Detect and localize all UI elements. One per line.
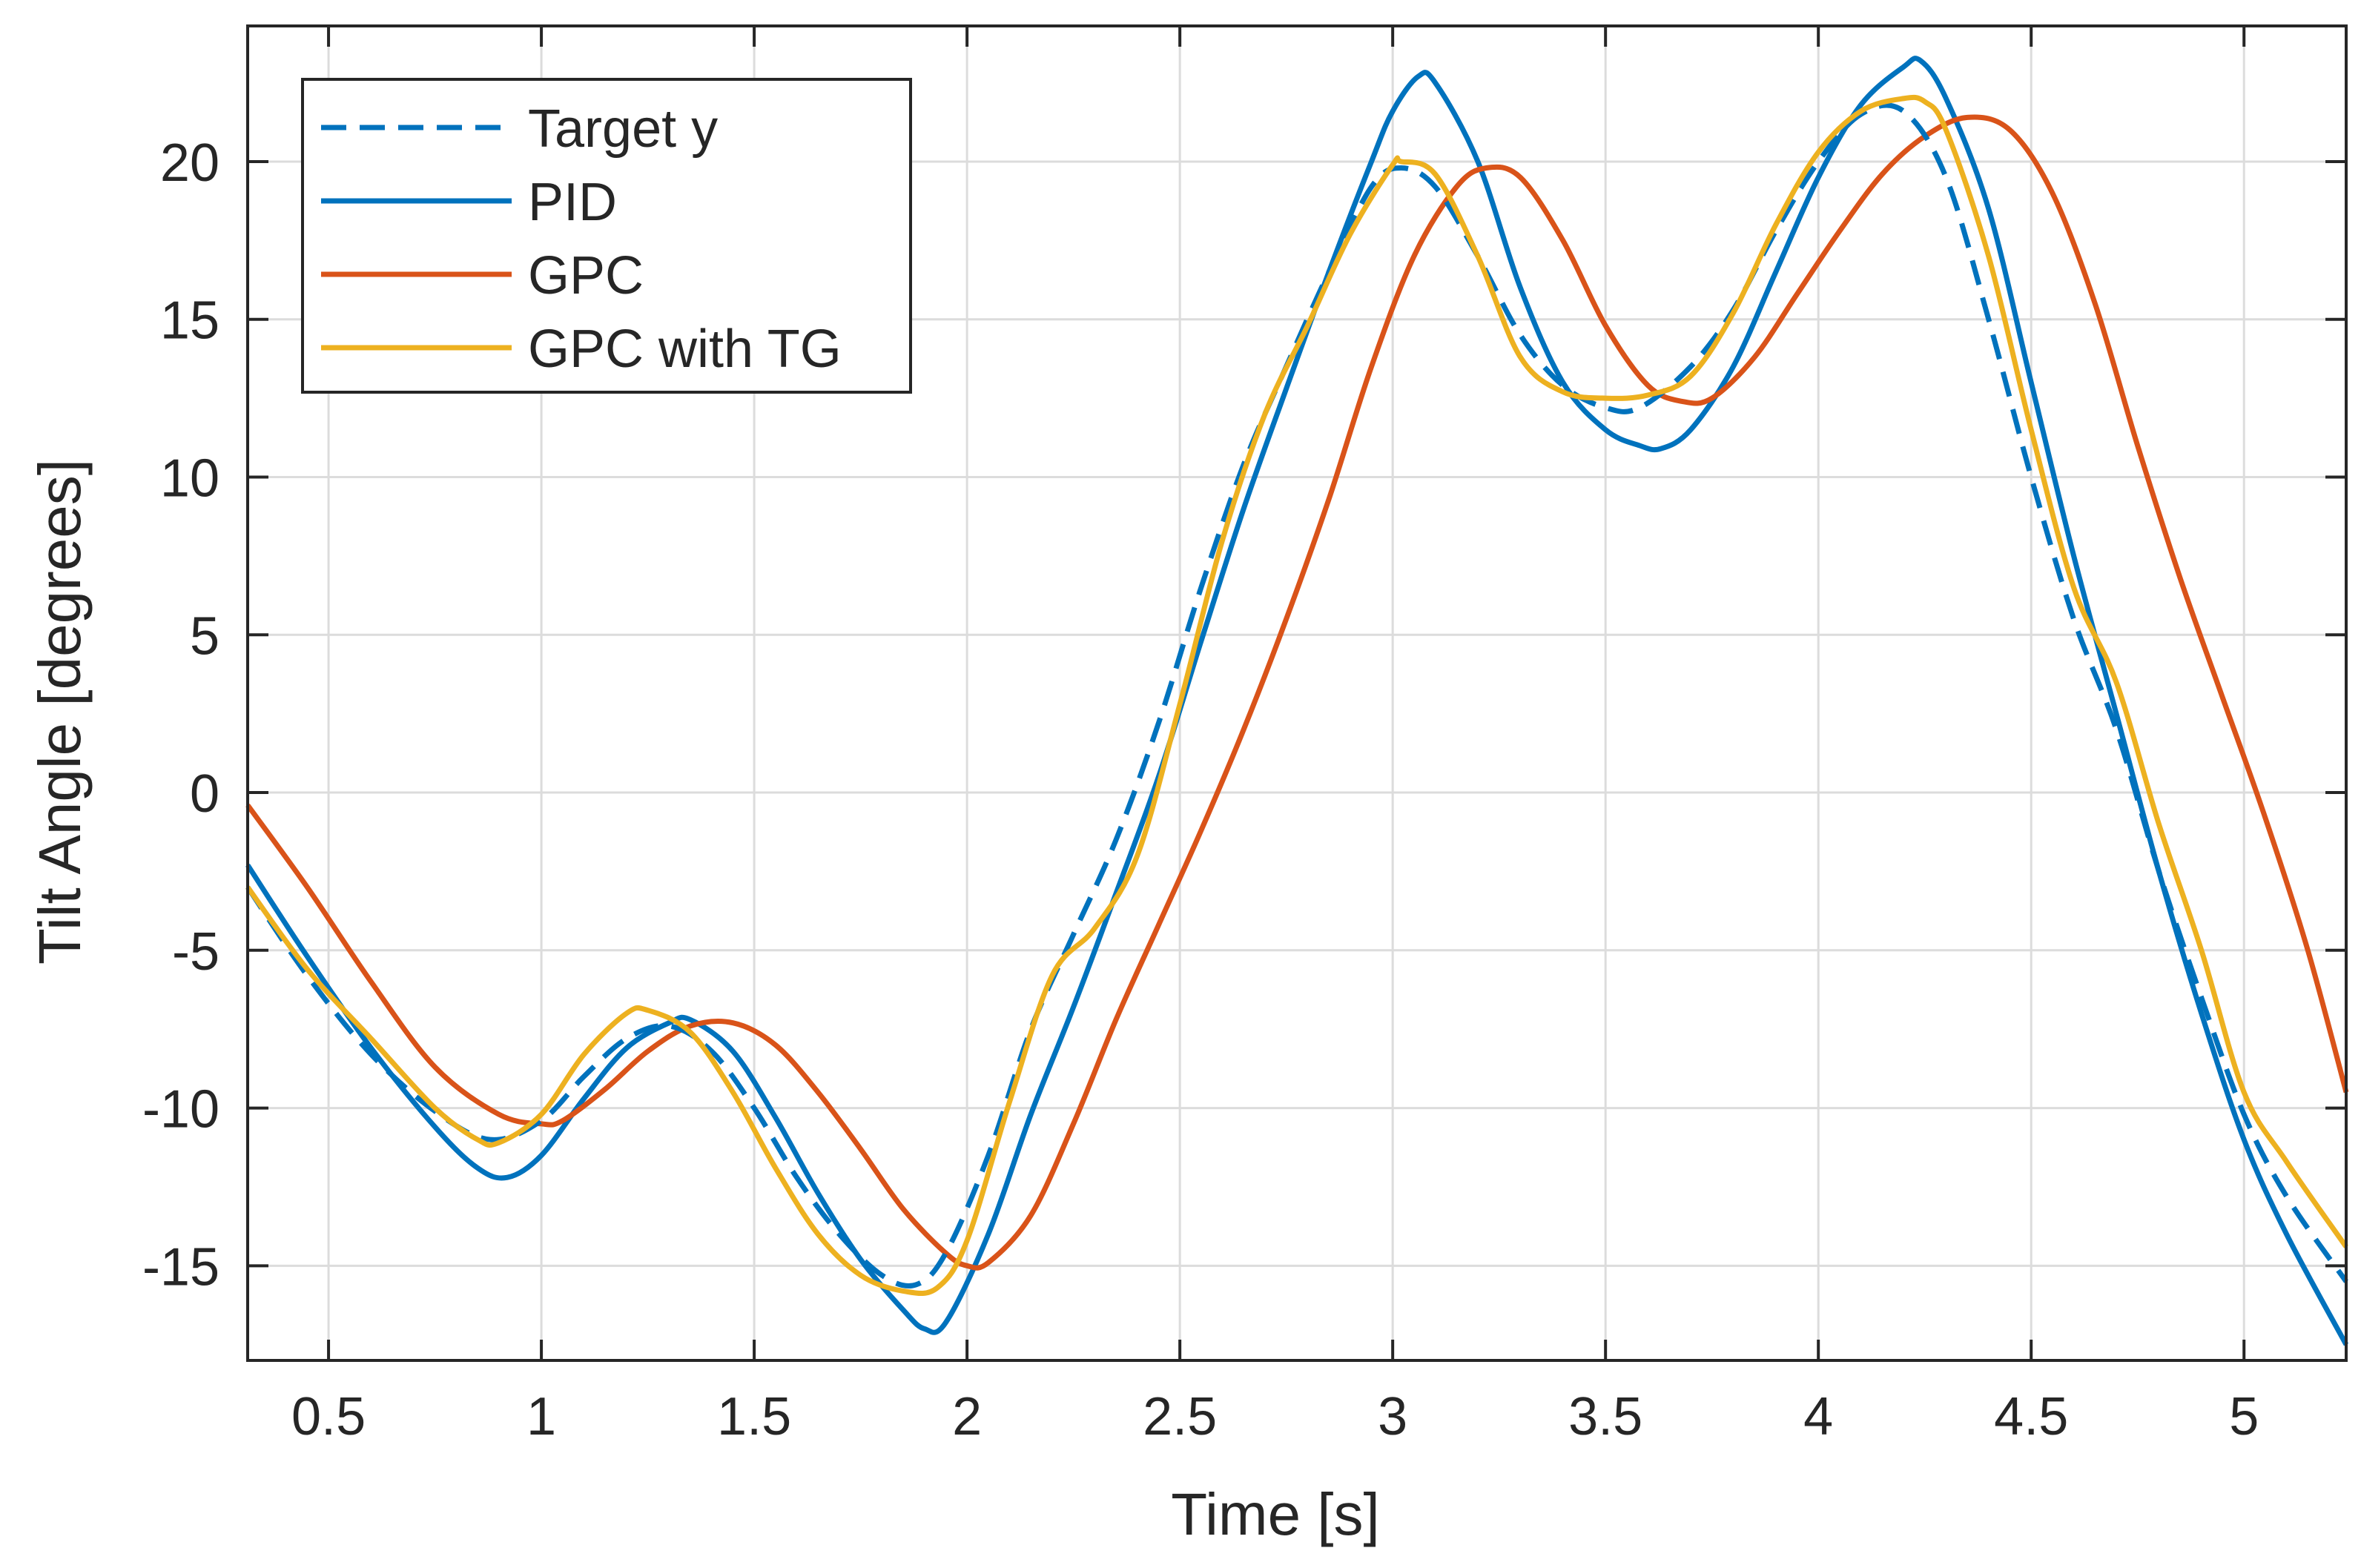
y-tick-label: -10 [142, 1080, 219, 1139]
series-line-gpc-with-tg [245, 94, 2348, 1297]
y-tick-label: 15 [160, 291, 219, 351]
x-tick-label: 0.5 [291, 1387, 366, 1446]
y-tick-label: -15 [142, 1237, 219, 1297]
y-tick-label: 5 [190, 606, 219, 666]
x-axis-label: Time [s] [1171, 1481, 1379, 1547]
y-tick-label: 20 [160, 133, 219, 193]
y-axis-label: Tilt Angle [degrees] [27, 459, 93, 965]
legend-box [301, 78, 912, 394]
y-tick-label: 0 [190, 764, 219, 824]
x-tick-label: 4 [1803, 1387, 1833, 1446]
legend-label-gpc-with-tg: GPC with TG [528, 320, 842, 379]
series-line-pid [245, 56, 2349, 1346]
x-tick-label: 3.5 [1568, 1387, 1642, 1446]
tick-labels: 0.5 1 1.5 2 2.5 3 3.5 4 4.5 5 -15 -10 -5 0 5 10 15 20 [142, 133, 2259, 1446]
series-lines [245, 56, 2349, 1346]
series-line-target-y [245, 102, 2348, 1289]
y-tick-label: -5 [172, 922, 219, 982]
axis-ticks [248, 26, 2346, 1360]
x-tick-label: 2.5 [1143, 1387, 1217, 1446]
x-tick-label: 1 [526, 1387, 556, 1446]
legend-label-target-y: Target y [528, 99, 718, 159]
x-tick-label: 3 [1378, 1387, 1407, 1446]
x-tick-label: 4.5 [1994, 1387, 2068, 1446]
x-tick-label: 5 [2229, 1387, 2259, 1446]
legend-label-gpc: GPC [528, 246, 644, 305]
grid-lines [248, 26, 2346, 1360]
x-tick-label: 2 [952, 1387, 982, 1446]
x-tick-label: 1.5 [717, 1387, 791, 1446]
legend-label-pid: PID [528, 173, 617, 232]
axes-box [246, 24, 2348, 1362]
legend: Target y PID GPC GPC with TG [301, 78, 912, 394]
y-tick-label: 10 [160, 449, 219, 509]
